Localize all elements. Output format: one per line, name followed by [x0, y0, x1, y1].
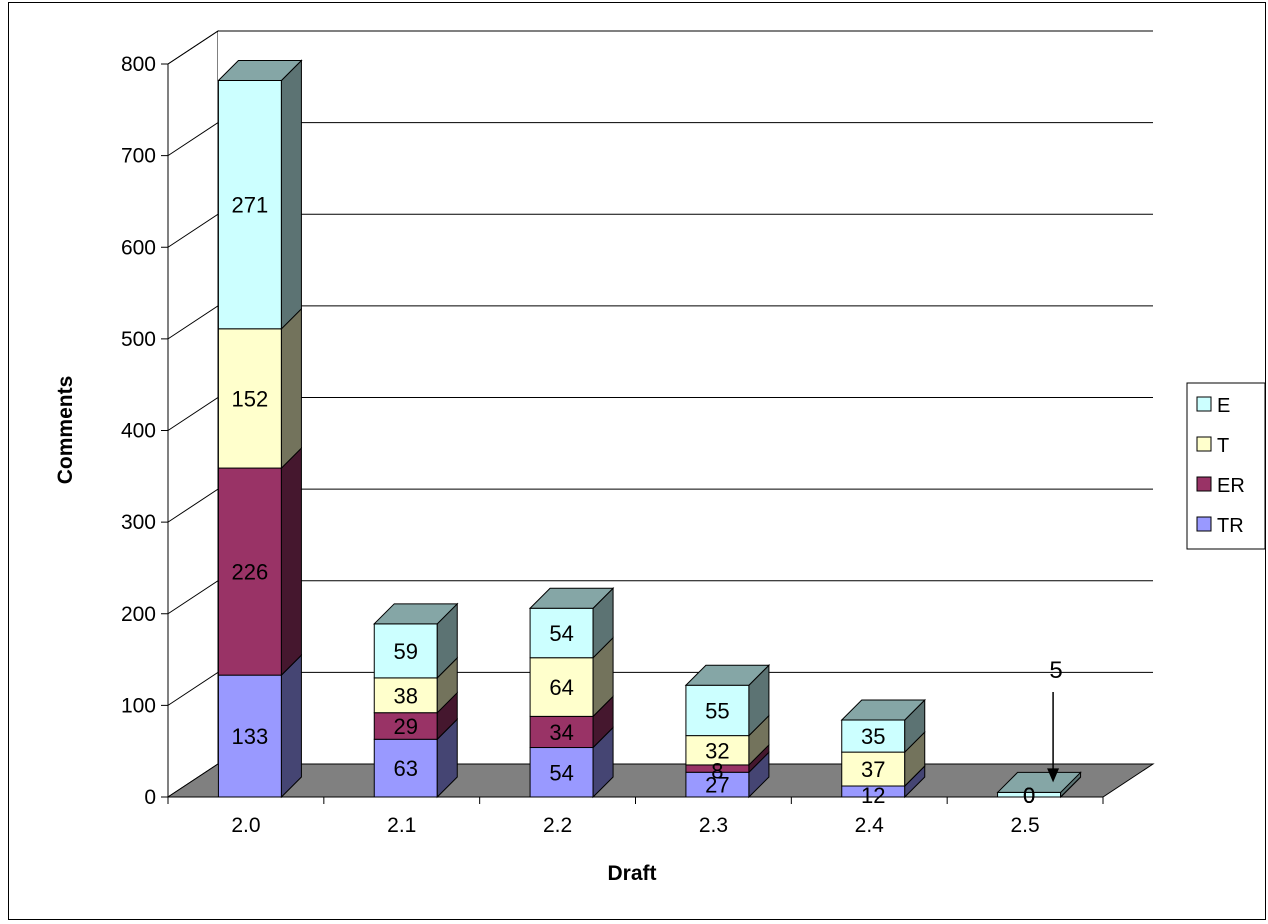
data-label-tr-2-3: 27: [705, 773, 729, 798]
y-tick-label-700: 700: [121, 145, 156, 168]
data-label-e-2-0: 271: [232, 193, 269, 218]
data-label-tr-2-0: 133: [232, 724, 269, 749]
data-label-tr-2-4: 12: [861, 783, 885, 808]
x-tick-label-2-1: 2.1: [387, 814, 416, 837]
bar-front: [217, 674, 282, 798]
bar-e-2-5: [996, 771, 1082, 799]
bars: [217, 59, 1082, 799]
y-tick-label-200: 200: [121, 603, 156, 626]
x-axis-title: Draft: [607, 862, 656, 885]
legend-label-e: E: [1217, 395, 1230, 417]
bar-side: [280, 653, 302, 799]
x-tick-label-2-0: 2.0: [231, 814, 260, 837]
bar-side: [280, 446, 302, 677]
bar-front: [217, 467, 282, 676]
bar-er-2-0: [217, 446, 302, 677]
y-tick-label-100: 100: [121, 694, 156, 717]
bar-tr-2-2: [529, 726, 614, 799]
bar-side: [280, 307, 302, 470]
bar-e-2-3: [684, 664, 771, 737]
bar-er-2-2: [529, 695, 614, 749]
bar-front: [685, 684, 750, 737]
bar-e-2-2: [528, 587, 615, 659]
data-label-er-2-0: 226: [232, 560, 269, 585]
data-label-tr-2-1: 63: [394, 756, 418, 781]
bar-front: [529, 747, 594, 798]
bar-top: [217, 59, 303, 81]
bar-front: [529, 657, 594, 717]
legend-swatch-t: [1196, 436, 1212, 452]
bar-t-2-1: [373, 656, 458, 714]
bar-front: [685, 735, 750, 766]
x-tick-label-2-2: 2.2: [543, 814, 572, 837]
x-tick-label-2-5: 2.5: [1010, 814, 1039, 837]
legend-label-t: T: [1217, 435, 1229, 457]
bar-t-2-3: [685, 714, 770, 767]
bar-front: [217, 79, 282, 330]
bar-front: [685, 771, 750, 798]
legend-label-er: ER: [1217, 475, 1245, 497]
y-tick-label-0: 0: [144, 786, 156, 809]
legend-swatch-er: [1196, 476, 1212, 492]
legend-swatch-e: [1196, 396, 1212, 412]
data-label-er-2-1: 29: [394, 714, 418, 739]
bar-e-2-4: [840, 698, 926, 754]
bar-t-2-2: [529, 636, 614, 718]
data-label-t-2-1: 38: [394, 683, 418, 708]
data-label-t-2-0: 152: [232, 386, 269, 411]
data-label-t-2-3: 32: [705, 738, 729, 763]
bar-front: [373, 738, 438, 798]
data-label-t-2-2: 64: [549, 675, 573, 700]
bar-top: [840, 699, 926, 721]
bar-e-2-1: [373, 602, 459, 680]
data-label-e-2-4: 35: [861, 724, 885, 749]
bar-tr-2-3: [685, 751, 770, 799]
legend: ET ER TR: [1186, 382, 1266, 550]
y-tick-label-800: 800: [121, 53, 156, 76]
data-label-er-2-2: 34: [549, 720, 573, 745]
gridline-800: [167, 30, 1153, 65]
bar-top: [373, 603, 459, 625]
annotation-arrowhead: [1047, 768, 1060, 783]
x-tick-label-2-4: 2.4: [855, 814, 885, 837]
bar-er-2-1: [373, 691, 458, 741]
bar-top: [684, 664, 771, 686]
data-label-er-2-5: 0: [1023, 783, 1035, 808]
y-tick-label-400: 400: [121, 420, 156, 443]
data-label-er-2-3: 8: [711, 758, 723, 783]
data-label-tr-2-5: 0: [1023, 783, 1035, 808]
data-label-t-2-4: 37: [861, 757, 885, 782]
data-label-tr-2-2: 54: [549, 760, 573, 785]
bar-tr-2-1: [373, 718, 458, 799]
bar-front: [373, 623, 438, 679]
x-tick-label-2-3: 2.3: [699, 814, 728, 837]
data-label-t-2-5: 0: [1023, 783, 1035, 808]
data-label-e-2-1: 59: [394, 639, 418, 664]
y-tick-label-600: 600: [121, 236, 156, 259]
axes: 0 100 200 300 400 500 600 700 800 2.0 2.1 2.2 2.3 2.4…: [121, 53, 1104, 837]
bar-top: [996, 771, 1082, 793]
bar-e-2-0: [217, 59, 303, 331]
bar-top: [528, 587, 615, 609]
annotation: 5: [1047, 657, 1063, 783]
y-tick-label-300: 300: [121, 511, 156, 534]
bar-front: [841, 719, 906, 753]
bar-front: [217, 328, 282, 469]
y-tick-label-500: 500: [121, 328, 156, 351]
bar-side: [280, 59, 302, 331]
chart-walls: [167, 30, 1153, 798]
annotation-label: 5: [1049, 657, 1062, 684]
legend-label-tr: TR: [1217, 515, 1244, 537]
y-axis-title: Comments: [54, 376, 77, 485]
data-label-e-2-2: 54: [549, 621, 573, 646]
bar-t-2-0: [217, 307, 302, 470]
data-label-e-2-3: 55: [705, 698, 729, 723]
legend-swatch-tr: [1196, 516, 1212, 532]
